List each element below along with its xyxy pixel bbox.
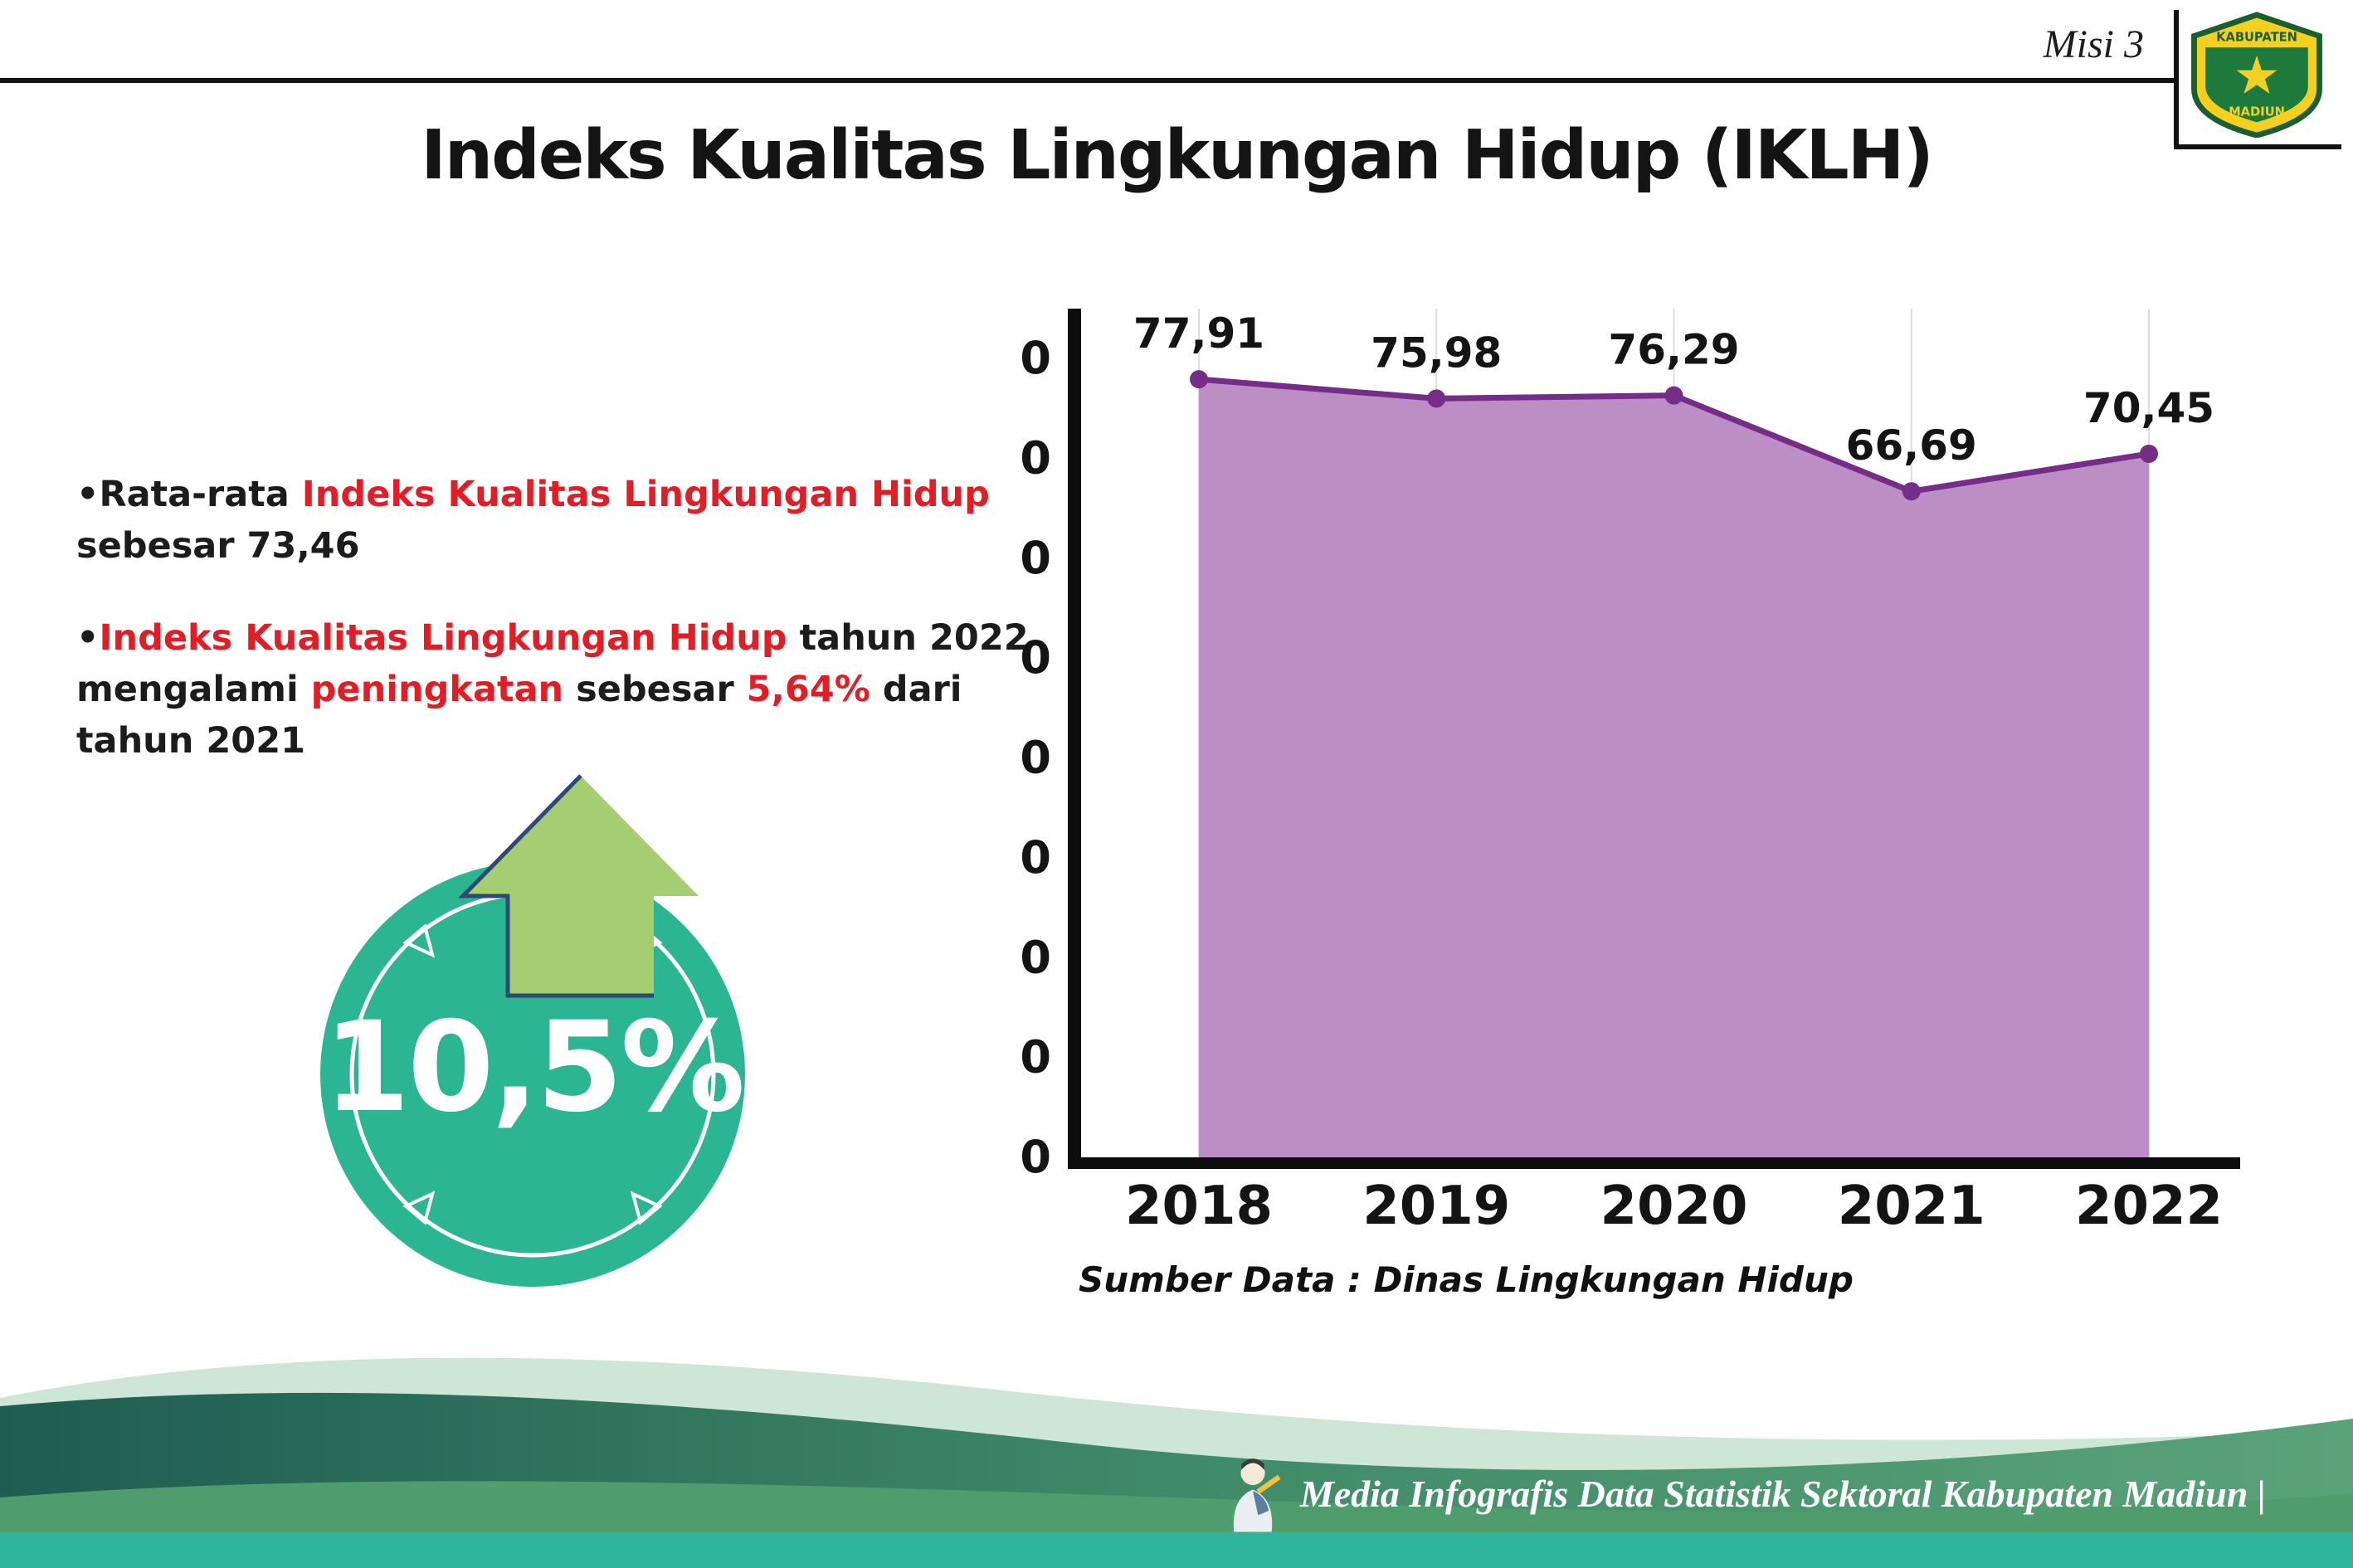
data-point xyxy=(1190,370,1208,389)
footer-bottom-bar xyxy=(0,1532,2353,1568)
iklh-chart: 77,91 75,98 76,29 66,69 70,45 0 10 20 30 40 50 60 70… xyxy=(989,299,2265,1253)
y-tick-label: 0 xyxy=(1021,1131,1051,1183)
bullet-dot: • xyxy=(76,616,100,659)
page-title: Indeks Kualitas Lingkungan Hidup (IKLH) xyxy=(421,116,1934,195)
bullet-text-segment: dari tahun 2021 xyxy=(76,669,962,762)
data-point xyxy=(1902,482,1921,501)
crest-bottom-text: MADIUN xyxy=(2229,105,2285,119)
x-tick-label: 2019 xyxy=(1362,1176,1510,1237)
x-tick-label: 2022 xyxy=(2075,1176,2223,1237)
badge-value: 10,5% xyxy=(323,996,745,1140)
source-note: Sumber Data : Dinas Lingkungan Hidup xyxy=(1079,1259,1854,1300)
bullet-text-segment: Indeks Kualitas Lingkungan Hidup xyxy=(301,474,990,515)
header-rule xyxy=(0,78,2179,83)
footer-caption-text: Media Infografis Data Statistik Sektoral… xyxy=(1299,1472,2266,1515)
bullet-item: •Indeks Kualitas Lingkungan Hidup tahun … xyxy=(76,612,1030,767)
y-axis xyxy=(1068,309,1081,1169)
data-point xyxy=(1427,389,1446,408)
bullet-text-segment: sebesar 73,46 xyxy=(76,525,360,567)
mascot-icon xyxy=(1233,1458,1281,1532)
up-arrow-outline xyxy=(458,774,654,998)
bullet-text-segment: peningkatan xyxy=(310,669,564,711)
footer-wave xyxy=(0,1357,2353,1568)
logo-frame xyxy=(2174,10,2179,149)
crest-top-text: KABUPATEN xyxy=(2216,30,2297,44)
logo-frame xyxy=(2174,144,2341,149)
iklh-chart-svg: 77,91 75,98 76,29 66,69 70,45 0 10 20 30 40 50 60 70… xyxy=(989,309,2240,1237)
chart-area xyxy=(1199,379,2149,1157)
data-label: 66,69 xyxy=(1846,421,1977,470)
y-tick-label: 40 xyxy=(1021,732,1051,784)
x-tick-label: 2018 xyxy=(1125,1176,1273,1237)
crest-star-icon xyxy=(2236,55,2277,95)
x-axis xyxy=(1068,1157,2240,1169)
growth-badge xyxy=(320,774,745,1287)
up-arrow-icon xyxy=(463,776,699,996)
bullet-text-segment: Rata-rata xyxy=(99,474,302,515)
y-tick-label: 70 xyxy=(1021,431,1051,484)
y-tick-label: 10 xyxy=(1021,1031,1051,1083)
bullet-list: •Rata-rata Indeks Kualitas Lingkungan Hi… xyxy=(76,469,1030,807)
data-point xyxy=(1664,386,1683,405)
bullet-text-segment: Indeks Kualitas Lingkungan Hidup xyxy=(99,616,787,659)
footer-caption: Media Infografis Data Statistik Sektoral… xyxy=(1219,1450,2266,1536)
bullet-text-segment: 5,64% xyxy=(746,669,870,711)
y-tick-label: 80 xyxy=(1021,332,1051,384)
bullet-item: •Rata-rata Indeks Kualitas Lingkungan Hi… xyxy=(76,469,1030,572)
data-label: 76,29 xyxy=(1608,326,1739,374)
y-tick-label: 50 xyxy=(1021,631,1051,684)
bullet-dot: • xyxy=(76,474,100,515)
y-tick-label: 20 xyxy=(1021,931,1051,983)
misi-label: Misi 3 xyxy=(2043,22,2144,66)
bullet-text-segment: tahun 2022 mengalami xyxy=(76,616,1029,711)
kabupaten-madiun-crest-icon: KABUPATEN MADIUN xyxy=(2191,12,2322,138)
data-label: 75,98 xyxy=(1371,329,1502,377)
data-label: 77,91 xyxy=(1133,309,1264,358)
x-tick-label: 2020 xyxy=(1600,1176,1747,1237)
bullet-text-segment: sebesar xyxy=(563,669,747,711)
data-point xyxy=(2140,444,2158,463)
data-label: 70,45 xyxy=(2083,384,2214,432)
x-tick-label: 2021 xyxy=(1838,1176,1985,1237)
y-tick-label: 60 xyxy=(1021,532,1051,584)
y-tick-label: 30 xyxy=(1021,831,1051,884)
